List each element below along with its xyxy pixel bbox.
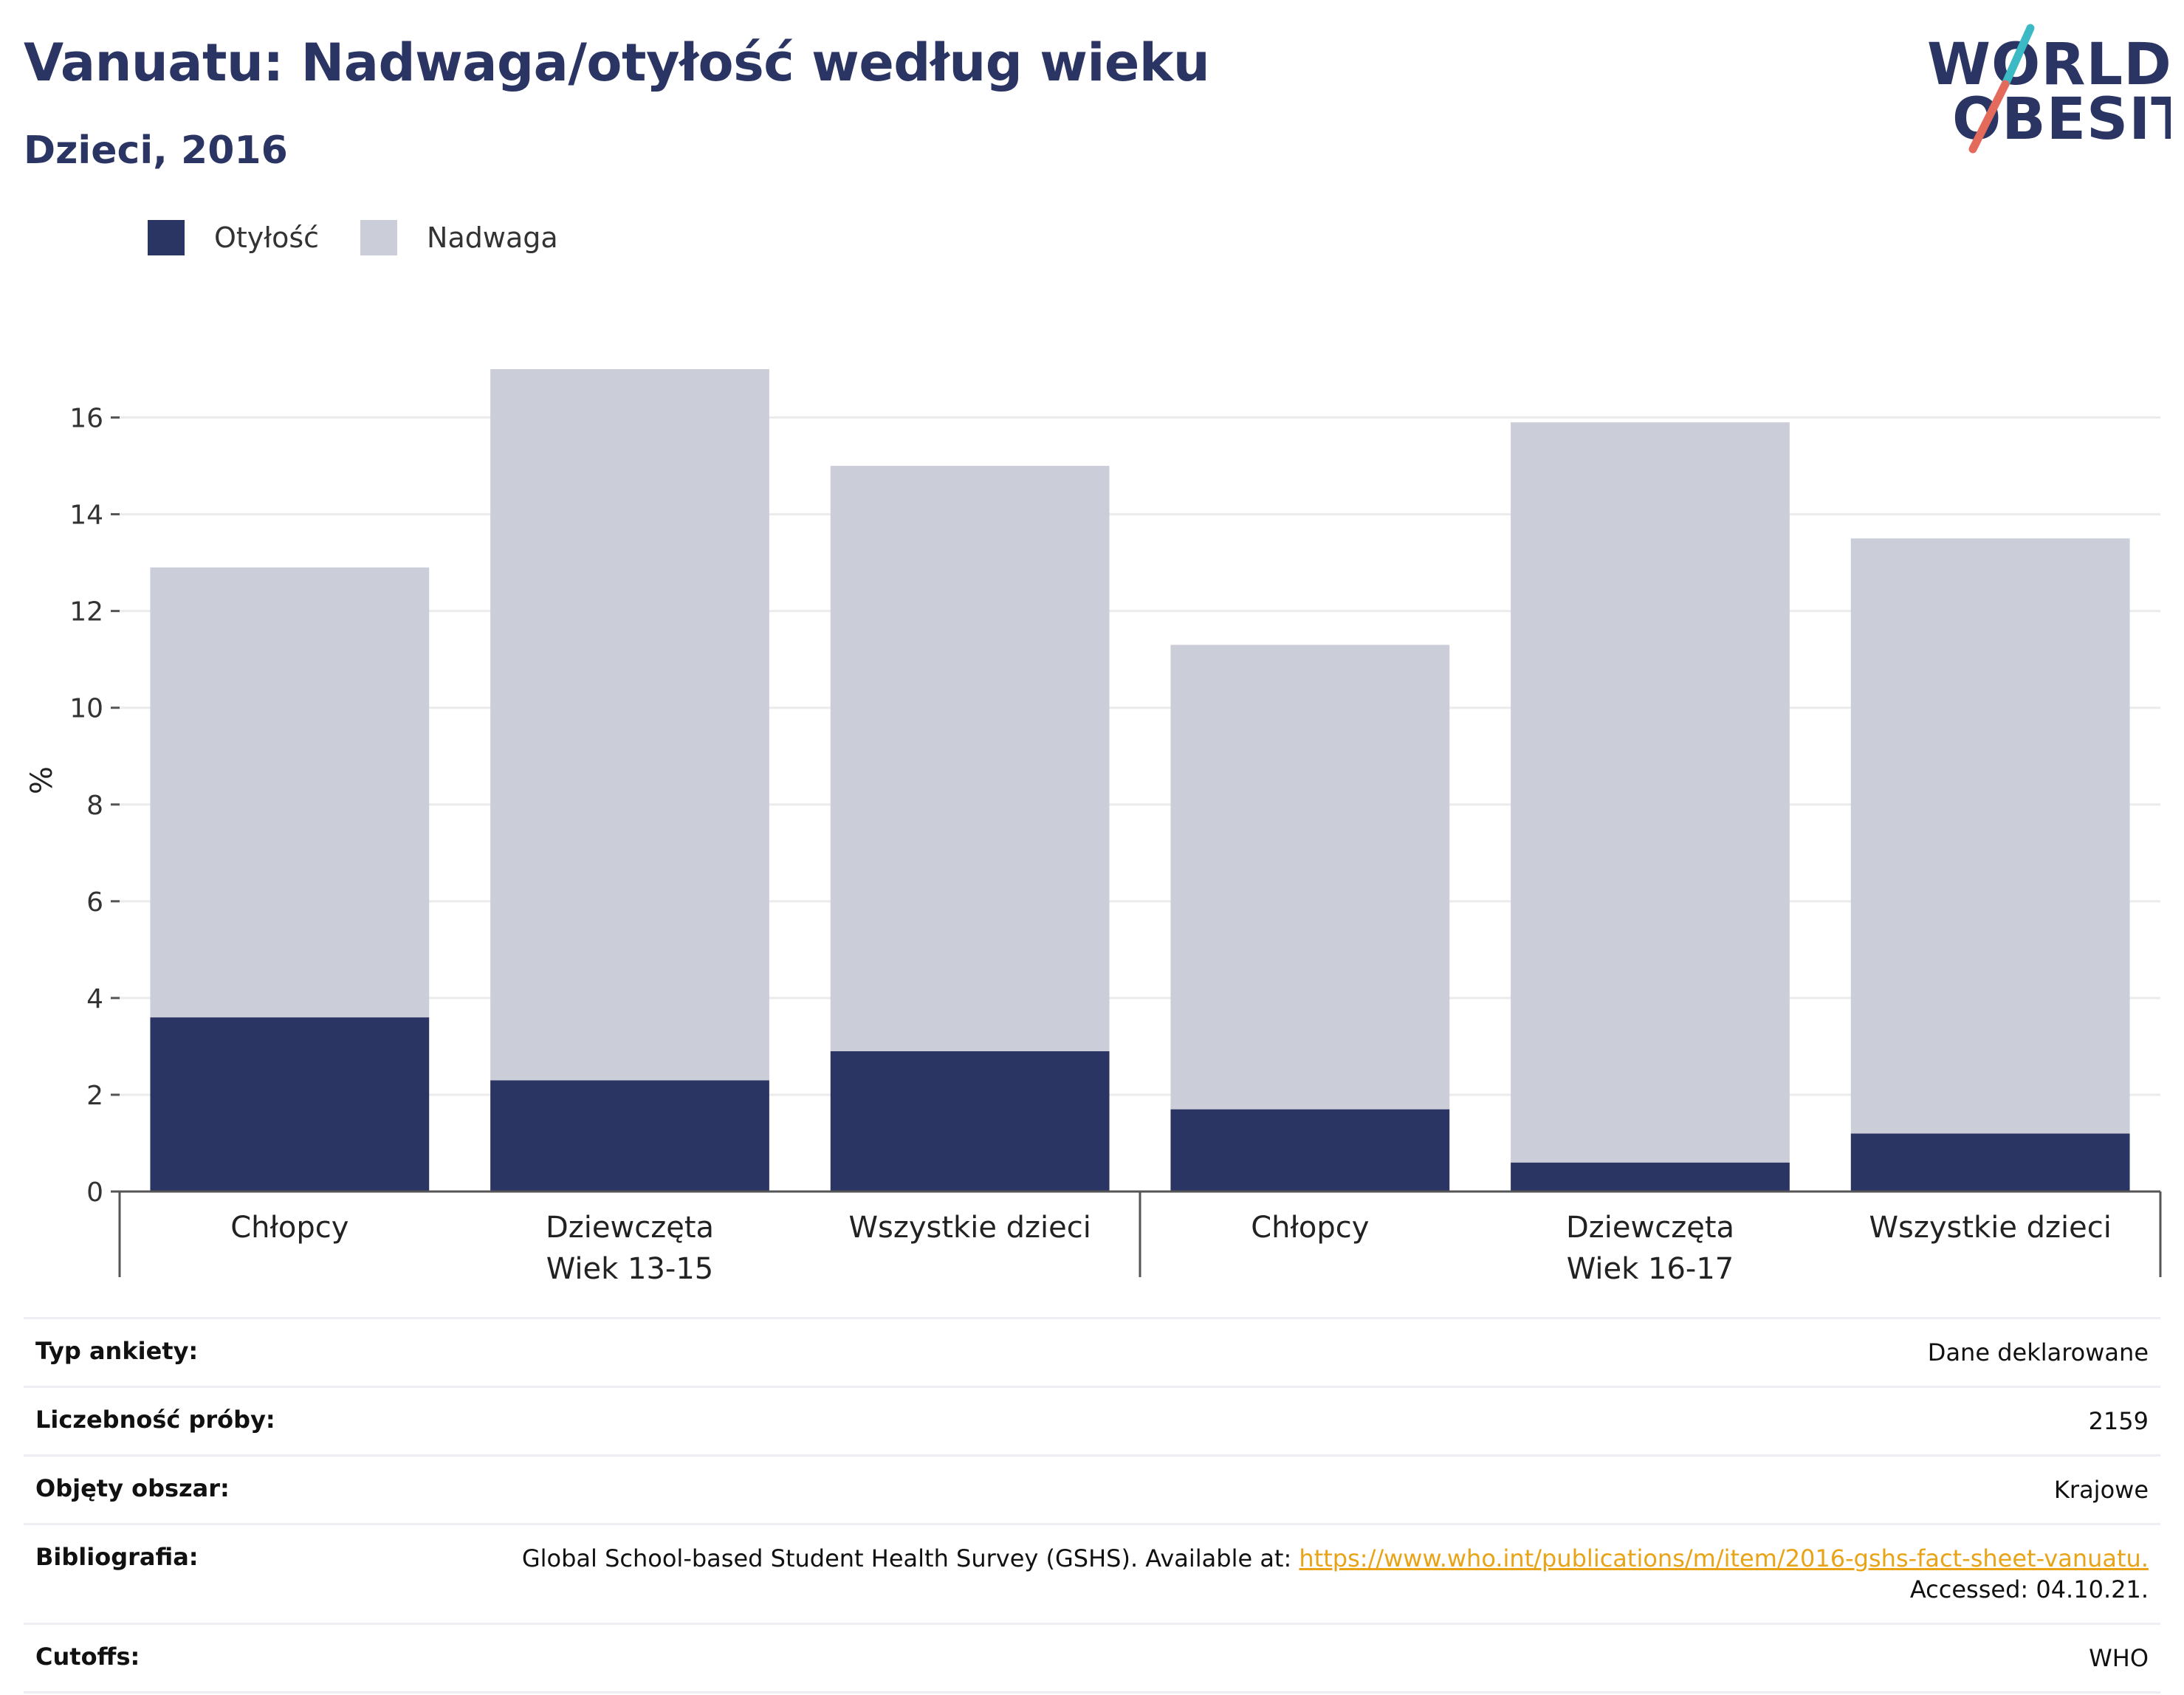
info-row-survey-type: Typ ankiety: Dane deklarowane [24, 1317, 2160, 1387]
info-row-cutoffs: Cutoffs: WHO [24, 1623, 2160, 1694]
info-row-bibliography: Bibliografia: Global School-based Studen… [24, 1523, 2160, 1624]
bar-overweight [1850, 538, 2130, 1134]
logo-slash-teal [2001, 24, 2035, 89]
legend-item-obesity[interactable]: Otyłość [148, 220, 319, 255]
y-tick-label: 10 [69, 694, 103, 724]
x-category-label: Dziewczęta [546, 1211, 714, 1245]
chart-legend: Otyłość Nadwaga [148, 220, 600, 255]
info-value: 2159 [431, 1386, 2160, 1456]
y-tick-label: 8 [86, 791, 103, 821]
x-category-label: Chłopcy [1251, 1211, 1369, 1245]
x-category-label: Wszystkie dzieci [848, 1211, 1091, 1245]
bar-obesity [490, 1080, 769, 1192]
bibliography-accessed: Accessed: 04.10.21. [1909, 1575, 2149, 1603]
info-value: WHO [431, 1623, 2160, 1694]
world-obesity-logo: WORLD OBESITY [1927, 24, 2171, 154]
info-label: Bibliografia: [24, 1523, 431, 1624]
legend-label-overweight: Nadwaga [427, 221, 558, 254]
survey-info-table: Typ ankiety: Dane deklarowane Liczebność… [24, 1317, 2160, 1694]
bibliography-text: Global School-based Student Health Surve… [521, 1544, 1299, 1572]
y-tick-label: 0 [86, 1177, 103, 1208]
bar-obesity [1170, 1109, 1450, 1192]
info-label: Cutoffs: [24, 1623, 431, 1694]
info-label: Liczebność próby: [24, 1386, 431, 1456]
info-value: Global School-based Student Health Surve… [431, 1523, 2160, 1624]
logo-slash-coral [1968, 80, 2010, 154]
legend-swatch-overweight [360, 220, 398, 255]
bar-overweight [830, 466, 1110, 1051]
bar-overweight [1511, 422, 1790, 1163]
x-category-label: Chłopcy [230, 1211, 348, 1245]
bar-obesity [1850, 1133, 2130, 1192]
bibliography-link[interactable]: https://www.who.int/publications/m/item/… [1299, 1544, 2149, 1572]
bar-obesity [1511, 1162, 1790, 1192]
info-label: Typ ankiety: [24, 1317, 431, 1387]
bar-overweight [1170, 644, 1450, 1110]
x-category-label: Dziewczęta [1566, 1211, 1734, 1245]
logo-line-1: WORLD [1927, 32, 2171, 98]
y-tick-label: 6 [86, 887, 103, 918]
y-tick-label: 4 [86, 984, 103, 1014]
bar-overweight [490, 369, 769, 1081]
info-value: Dane deklarowane [431, 1317, 2160, 1387]
x-group-label: Wiek 13-15 [546, 1252, 714, 1286]
info-row-sample-size: Liczebność próby: 2159 [24, 1386, 2160, 1456]
y-tick-label: 16 [69, 404, 103, 434]
y-axis-title: % [25, 766, 59, 794]
x-category-label: Wszystkie dzieci [1869, 1211, 2111, 1245]
bar-obesity [830, 1051, 1110, 1192]
y-tick-label: 2 [86, 1081, 103, 1111]
info-value: Krajowe [431, 1454, 2160, 1524]
bar-overweight [150, 567, 430, 1018]
legend-item-overweight[interactable]: Nadwaga [360, 220, 558, 255]
page-title: Vanuatu: Nadwaga/otyłość według wieku [24, 32, 1210, 93]
legend-swatch-obesity [148, 220, 185, 255]
info-label: Objęty obszar: [24, 1454, 431, 1524]
stacked-bar-chart: 0 2 4 6 8 10 12 14 16% Chłopcy Dziewczęta Wszystkie… [25, 369, 2162, 1286]
y-tick-label: 12 [69, 597, 103, 628]
legend-label-obesity: Otyłość [214, 221, 320, 254]
page-subtitle: Dzieci, 2016 [24, 128, 288, 173]
x-group-label: Wiek 16-17 [1567, 1252, 1734, 1286]
bar-obesity [150, 1017, 430, 1192]
info-row-area: Objęty obszar: Krajowe [24, 1454, 2160, 1524]
y-tick-label: 14 [69, 501, 103, 531]
